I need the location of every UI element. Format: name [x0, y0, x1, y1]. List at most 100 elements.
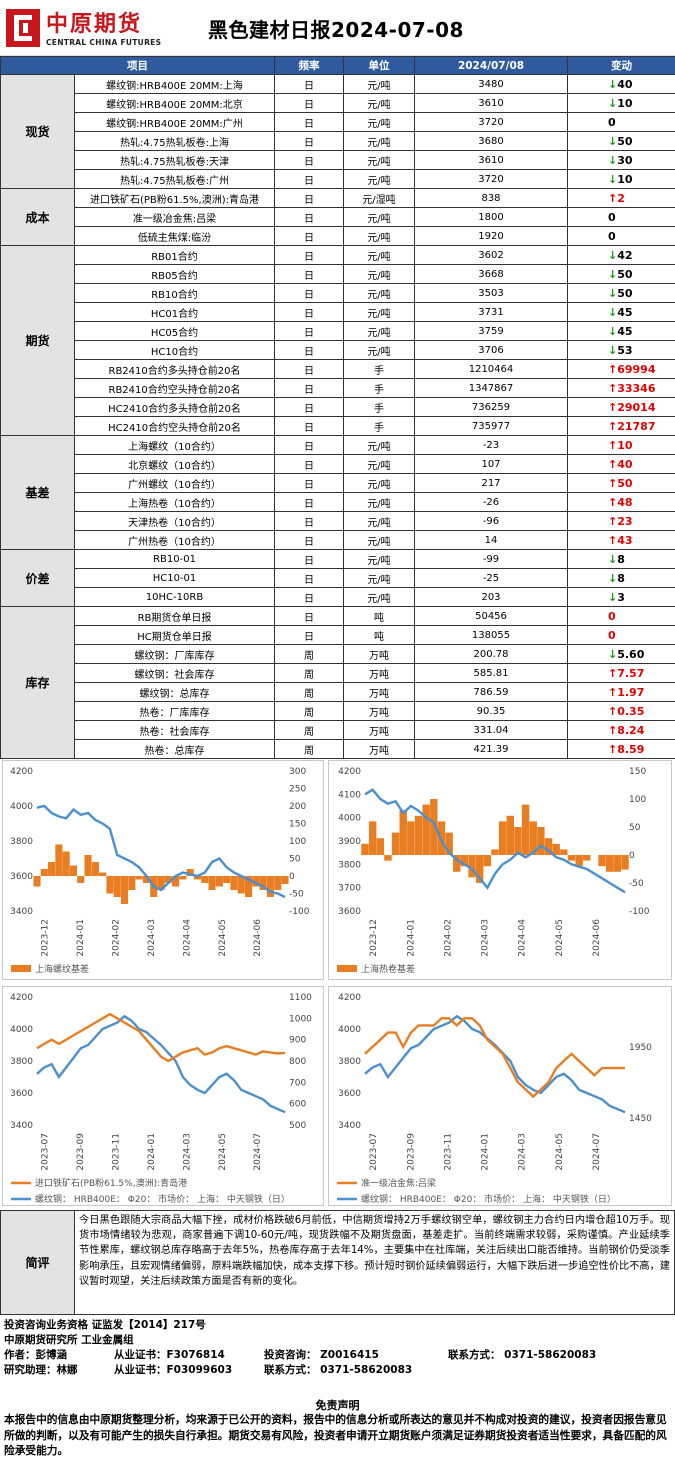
- legend-label: 上海热卷基差: [361, 963, 415, 975]
- value-cell: -23: [414, 435, 568, 455]
- value-cell: -26: [414, 492, 568, 512]
- item-cell: 低硫主焦煤:临汾: [74, 226, 275, 246]
- bar-mark: [567, 855, 576, 861]
- unit-cell: 元/吨: [343, 549, 415, 569]
- value-cell: 3759: [414, 321, 568, 341]
- y2-tick-label: 100: [289, 837, 306, 847]
- change-cell: ↑29014: [567, 397, 675, 417]
- col-header-item: 项目: [0, 56, 275, 75]
- change-cell: ↓50: [567, 283, 675, 303]
- value-cell: 786.59: [414, 682, 568, 702]
- y2-tick-label: 1950: [629, 1043, 652, 1053]
- x-tick-label: 2023-11: [443, 1133, 453, 1171]
- bar-mark: [483, 855, 492, 867]
- bar-mark: [544, 838, 553, 855]
- bar-mark: [69, 865, 78, 876]
- value-cell: 1210464: [414, 359, 568, 379]
- category-cell: 库存: [0, 606, 75, 759]
- value-cell: 585.81: [414, 663, 568, 683]
- item-cell: 螺纹钢：厂库库存: [74, 644, 275, 664]
- item-cell: 螺纹钢:HRB400E 20MM:上海: [74, 74, 275, 94]
- arrow-down-icon: ↓: [608, 305, 618, 319]
- freq-cell: 日: [274, 245, 344, 265]
- table-row: 广州热卷（10合约）日元/吨 14 ↑43: [1, 530, 675, 550]
- bar-mark: [33, 876, 41, 887]
- freq-cell: 日: [274, 74, 344, 94]
- author-cert: 从业证书：F3076814: [114, 1349, 225, 1361]
- table-row: RB2410合约空头持仓前20名日手 1347867 ↑33346: [1, 378, 675, 398]
- bar-mark: [453, 855, 461, 872]
- legend-label: 进口铁矿石(PB粉61.5%,澳洲):青岛港: [35, 1177, 187, 1189]
- value-cell: 3706: [414, 340, 568, 360]
- x-tick-label: 2023-09: [406, 1133, 416, 1171]
- report-header: 中原期货 CENTRAL CHINA FUTURES 黑色建材日报2024-07…: [0, 0, 675, 56]
- bar-mark: [157, 876, 165, 890]
- bar-mark: [391, 832, 400, 855]
- change-cell: ↓53: [567, 340, 675, 360]
- item-cell: 进口铁矿石(PB粉61.5%,澳洲):青岛港: [74, 188, 275, 208]
- freq-cell: 日: [274, 416, 344, 436]
- freq-cell: 日: [274, 150, 344, 170]
- commentary-text: 今日黑色跟随大宗商品大幅下挫，成材价格跌破6月前低，中信期货增持2万手螺纹钢空单…: [79, 1215, 670, 1287]
- arrow-up-icon: ↑: [608, 381, 618, 395]
- bar-mark: [208, 876, 216, 890]
- x-tick-label: 2024-02: [111, 919, 121, 957]
- y-tick-label: 3600: [10, 1089, 33, 1099]
- table-row: HC10-01 日元/吨 -25 ↓8: [1, 568, 675, 588]
- x-tick-label: 2024-03: [481, 919, 491, 957]
- x-tick-label: 2024-05: [218, 919, 228, 957]
- table-row: 上海热卷（10合约）日元/吨 -26 ↑48: [1, 492, 675, 512]
- change-value: 8.59: [617, 742, 645, 756]
- bar-mark: [244, 876, 253, 897]
- bar-mark: [491, 849, 499, 855]
- unit-cell: 万吨: [343, 682, 415, 702]
- x-tick-label: 2023-11: [111, 1133, 121, 1171]
- bar-mark: [376, 838, 385, 855]
- bar-mark: [583, 855, 591, 861]
- freq-cell: 日: [274, 587, 344, 607]
- y-tick-label: 4000: [10, 1025, 33, 1035]
- freq-cell: 日: [274, 93, 344, 113]
- bar-mark: [62, 851, 70, 876]
- y2-tick-label: 800: [289, 1057, 306, 1067]
- col-header-change: 变动: [567, 56, 675, 75]
- legend-label: 螺纹钢： HRB400E： Φ20： 市场价： 上海： 中天钢铁（日）: [361, 1193, 616, 1205]
- legend-label: 上海螺纹基差: [35, 963, 89, 975]
- change-value: 21787: [617, 419, 656, 433]
- arrow-down-icon: ↓: [608, 153, 618, 167]
- freq-cell: 日: [274, 530, 344, 550]
- freq-cell: 日: [274, 473, 344, 493]
- item-cell: 天津热卷（10合约）: [74, 511, 275, 531]
- y-tick-label: 3400: [10, 1121, 33, 1131]
- y-tick-label: 3400: [10, 907, 33, 917]
- bar-mark: [430, 799, 438, 855]
- item-cell: 热轧:4.75热轧板卷:广州: [74, 169, 275, 189]
- change-value: 45: [617, 305, 633, 319]
- unit-cell: 元/吨: [343, 93, 415, 113]
- legend-label: 准一级冶金焦:吕梁: [361, 1177, 436, 1189]
- bar-mark: [223, 876, 231, 883]
- y2-tick-label: 1450: [629, 1114, 652, 1124]
- x-tick-label: 2023-07: [369, 1133, 379, 1171]
- bar-mark: [259, 876, 267, 890]
- change-cell: ↑0.35: [567, 701, 675, 721]
- freq-cell: 日: [274, 264, 344, 284]
- change-value: 10: [617, 96, 633, 110]
- bar-mark: [552, 843, 560, 855]
- bar-mark: [113, 876, 121, 897]
- value-cell: 1800: [414, 207, 568, 227]
- arrow-down-icon: ↓: [608, 590, 618, 604]
- table-row: 广州螺纹（10合约）日元/吨 217 ↑50: [1, 473, 675, 493]
- change-cell: ↓5.60: [567, 644, 675, 664]
- chart-shanghai-rebar-basis: 4200 4000 3800 3600 3400 300 250 200 150 100 50 0 -5…: [2, 760, 324, 991]
- item-cell: 北京螺纹（10合约）: [74, 454, 275, 474]
- col-header-unit: 单位: [343, 56, 415, 75]
- value-cell: 107: [414, 454, 568, 474]
- unit-cell: 元/吨: [343, 226, 415, 246]
- change-value: 0.35: [617, 704, 645, 718]
- value-cell: 736259: [414, 397, 568, 417]
- arrow-down-icon: ↓: [608, 647, 618, 661]
- bar-mark: [55, 844, 63, 876]
- y2-tick-label: 0: [629, 851, 635, 861]
- bar-mark: [135, 876, 143, 880]
